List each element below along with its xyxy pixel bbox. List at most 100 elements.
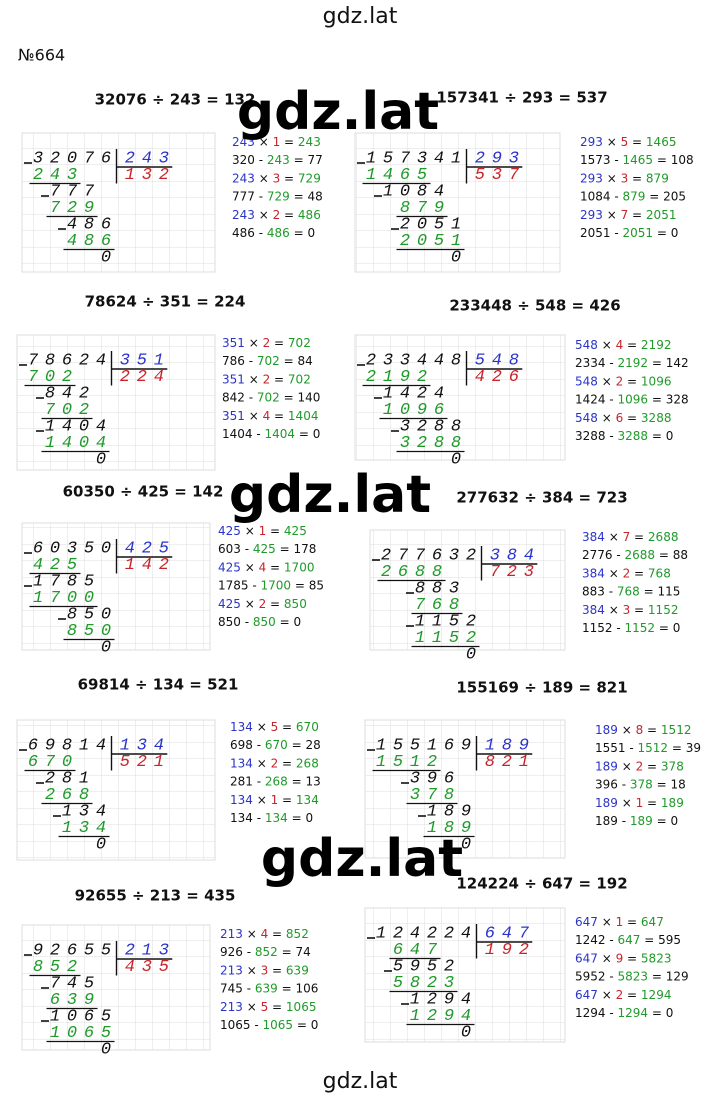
note-line: 486 - 486 = 0 bbox=[232, 226, 315, 240]
note-line: 189 × 8 = 1512 bbox=[595, 723, 691, 737]
partial-dividend: 1294 bbox=[410, 990, 478, 1009]
partial-dividend: 2051 bbox=[400, 215, 468, 234]
note-line: 548 × 2 = 1096 bbox=[575, 374, 671, 388]
note-line: 842 - 702 = 140 bbox=[222, 390, 320, 404]
note-line: 1065 - 1065 = 0 bbox=[220, 1018, 318, 1032]
dividend: 233448 bbox=[366, 351, 468, 370]
product-row: 2051 bbox=[400, 232, 468, 251]
note-line: 548 × 6 = 3288 bbox=[575, 410, 671, 424]
grid-paper bbox=[16, 719, 216, 861]
remainder: 0 bbox=[96, 450, 113, 469]
quotient: 723 bbox=[490, 563, 541, 582]
problem-title: 92655 ÷ 213 = 435 bbox=[75, 887, 236, 905]
dividend: 124224 bbox=[376, 924, 478, 943]
quotient: 521 bbox=[120, 753, 171, 772]
note-line: 425 × 1 = 425 bbox=[218, 524, 307, 538]
dividend: 69814 bbox=[28, 736, 113, 755]
product-row: 1065 bbox=[50, 1024, 118, 1043]
note-line: 698 - 670 = 28 bbox=[230, 738, 321, 752]
note-line: 281 - 268 = 13 bbox=[230, 774, 321, 788]
note-line: 243 × 1 = 243 bbox=[232, 135, 321, 149]
note-line: 213 × 3 = 639 bbox=[220, 963, 309, 977]
note-line: 134 × 1 = 134 bbox=[230, 792, 319, 806]
note-line: 384 × 2 = 768 bbox=[582, 566, 671, 580]
problem-title: 277632 ÷ 384 = 723 bbox=[456, 489, 627, 507]
grid-paper bbox=[16, 334, 216, 471]
note-line: 243 × 2 = 486 bbox=[232, 207, 321, 221]
product-row: 670 bbox=[28, 753, 79, 772]
product-row: 729 bbox=[50, 199, 101, 218]
note-line: 1785 - 1700 = 85 bbox=[218, 578, 324, 592]
note-line: 1152 - 1152 = 0 bbox=[582, 621, 680, 635]
product-row: 702 bbox=[45, 401, 96, 420]
product-row: 134 bbox=[62, 819, 113, 838]
note-line: 2776 - 2688 = 88 bbox=[582, 548, 688, 562]
dividend: 78624 bbox=[28, 351, 113, 370]
note-line: 425 × 2 = 850 bbox=[218, 596, 307, 610]
quotient: 821 bbox=[485, 753, 536, 772]
product-row: 425 bbox=[33, 556, 84, 575]
product-row: 850 bbox=[67, 622, 118, 641]
remainder: 0 bbox=[101, 638, 118, 657]
note-line: 243 × 3 = 729 bbox=[232, 171, 321, 185]
remainder: 0 bbox=[461, 1023, 478, 1042]
product-row: 1294 bbox=[410, 1007, 478, 1026]
divisor: 134 bbox=[120, 736, 171, 755]
grid-paper bbox=[364, 907, 566, 1043]
note-line: 134 - 134 = 0 bbox=[230, 811, 313, 825]
product-row: 768 bbox=[415, 596, 466, 615]
partial-dividend: 189 bbox=[427, 802, 478, 821]
remainder: 0 bbox=[451, 248, 468, 267]
grid-paper bbox=[354, 334, 566, 461]
note-line: 425 × 4 = 1700 bbox=[218, 560, 314, 574]
quotient: 142 bbox=[125, 556, 176, 575]
note-line: 134 × 5 = 670 bbox=[230, 720, 319, 734]
product-row: 1465 bbox=[366, 166, 434, 185]
note-line: 603 - 425 = 178 bbox=[218, 542, 316, 556]
dividend: 277632 bbox=[381, 546, 483, 565]
problem-title: 157341 ÷ 293 = 537 bbox=[436, 89, 607, 107]
partial-dividend: 134 bbox=[62, 802, 113, 821]
product-row: 5823 bbox=[393, 974, 461, 993]
note-line: 189 - 189 = 0 bbox=[595, 814, 678, 828]
grid-paper bbox=[354, 132, 561, 273]
note-line: 647 × 2 = 1294 bbox=[575, 987, 671, 1001]
divisor: 425 bbox=[125, 539, 176, 558]
quotient: 537 bbox=[475, 166, 526, 185]
partial-dividend: 5952 bbox=[393, 957, 461, 976]
note-line: 351 × 2 = 702 bbox=[222, 336, 311, 350]
product-row: 2192 bbox=[366, 368, 434, 387]
problem-title: 69814 ÷ 134 = 521 bbox=[78, 676, 239, 694]
watermark: gdz.lat bbox=[237, 82, 439, 142]
note-line: 320 - 243 = 77 bbox=[232, 153, 323, 167]
remainder: 0 bbox=[451, 450, 468, 469]
note-line: 384 × 7 = 2688 bbox=[582, 530, 678, 544]
dividend: 60350 bbox=[33, 539, 118, 558]
divisor: 189 bbox=[485, 736, 536, 755]
product-row: 1700 bbox=[33, 589, 101, 608]
problem-title: 60350 ÷ 425 = 142 bbox=[63, 483, 224, 501]
note-line: 396 - 378 = 18 bbox=[595, 777, 686, 791]
partial-dividend: 745 bbox=[50, 974, 101, 993]
note-line: 745 - 639 = 106 bbox=[220, 981, 318, 995]
product-row: 702 bbox=[28, 368, 79, 387]
product-row: 647 bbox=[393, 941, 444, 960]
partial-dividend: 883 bbox=[415, 579, 466, 598]
note-line: 3288 - 3288 = 0 bbox=[575, 429, 673, 443]
note-line: 850 - 850 = 0 bbox=[218, 615, 301, 629]
partial-dividend: 281 bbox=[45, 769, 96, 788]
product-row: 378 bbox=[410, 786, 461, 805]
note-line: 5952 - 5823 = 129 bbox=[575, 969, 689, 983]
partial-dividend: 3288 bbox=[400, 417, 468, 436]
quotient: 426 bbox=[475, 368, 526, 387]
divisor: 293 bbox=[475, 149, 526, 168]
problem-title: 32076 ÷ 243 = 132 bbox=[95, 91, 256, 109]
exercise-number: №664 bbox=[18, 46, 65, 65]
